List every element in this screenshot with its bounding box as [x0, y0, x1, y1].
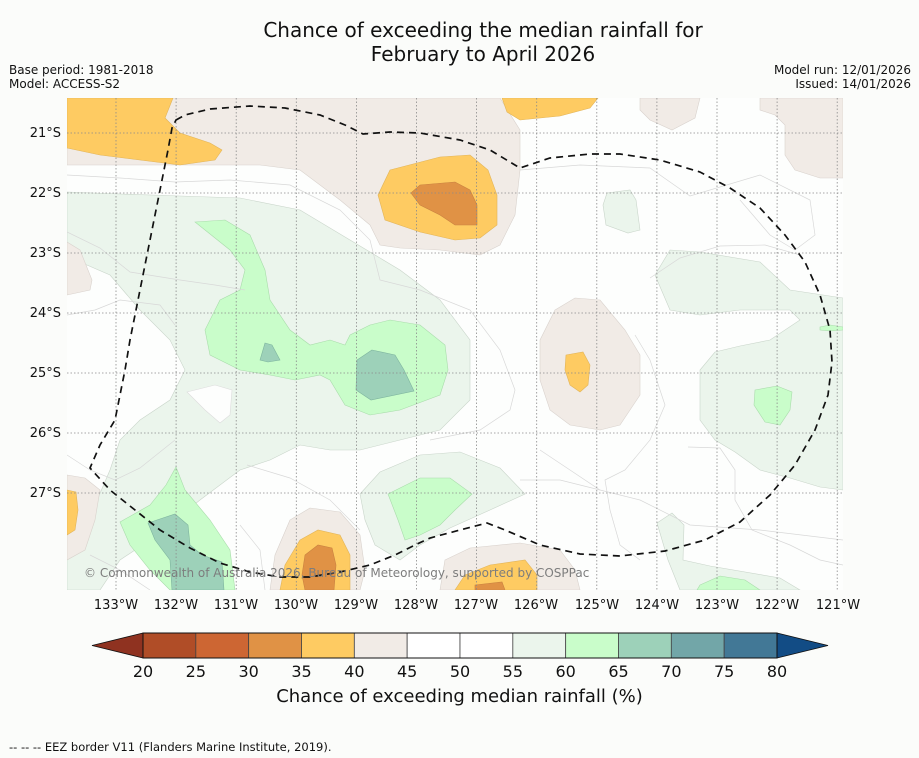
- chart-title-line1: Chance of exceeding the median rainfall …: [263, 18, 703, 42]
- contour-35-40-nw: [67, 98, 223, 166]
- base-period: Base period: 1981-2018: [9, 63, 154, 77]
- lon-label: 132°W: [153, 598, 199, 613]
- colorbar-bin: [670, 632, 725, 659]
- lon-label: 130°W: [273, 598, 319, 613]
- model-name: Model: ACCESS-S2: [9, 77, 121, 91]
- colorbar-tick-label: 35: [291, 662, 312, 681]
- colorbar-tick-label: 70: [661, 662, 682, 681]
- contour-40-45-west-edge: [67, 241, 93, 296]
- colorbar-tick-label: 20: [132, 662, 154, 681]
- colorbar-outline: [142, 632, 778, 659]
- colorbar-bin: [512, 632, 567, 659]
- eez-legend-note: -- -- -- EEZ border V11 (Flanders Marine…: [9, 740, 332, 754]
- lon-label: 124°W: [634, 598, 680, 613]
- lon-label: 125°W: [574, 598, 620, 613]
- colorbar-bin: [618, 632, 672, 659]
- colorbar-tick-label: 75: [713, 662, 735, 681]
- contour-40-45-top-mid: [639, 98, 701, 131]
- map-area: [67, 98, 843, 590]
- lat-label: 26°S: [29, 426, 61, 441]
- model-run: Model run: 12/01/2026: [773, 63, 911, 77]
- lat-label: 25°S: [29, 366, 61, 381]
- contour-35-40-spot: [564, 351, 591, 393]
- colorbar-bin: [301, 632, 355, 659]
- eez-border: [89, 105, 833, 578]
- lat-label: 22°S: [29, 186, 61, 201]
- lon-label: 131°W: [213, 598, 259, 613]
- meta-left: Base period: 1981-2018 Model: ACCESS-S2: [9, 63, 154, 91]
- colorbar-bin: [459, 632, 514, 659]
- contour-35-40-w-edge: [67, 489, 79, 536]
- lon-label: 126°W: [513, 598, 559, 613]
- colorbar-tick-label: 30: [238, 662, 259, 681]
- lon-label: 122°W: [754, 598, 800, 613]
- colorbar-extend-low: [91, 632, 144, 659]
- colorbar-bin: [406, 632, 461, 659]
- contour-30-35-s-central: [301, 544, 337, 590]
- lon-label: 128°W: [393, 598, 439, 613]
- colorbar-tick-label: 40: [344, 662, 365, 681]
- lon-label: 129°W: [333, 598, 379, 613]
- colorbar-tick-label: 50: [449, 662, 471, 681]
- graticule: [67, 98, 843, 590]
- colorbar-tick-label: 60: [555, 662, 576, 681]
- colorbar-bin: [248, 632, 302, 659]
- lat-label: 24°S: [29, 306, 61, 321]
- colorbar-label: Chance of exceeding median rainfall (%): [276, 686, 643, 707]
- contour-55-60-ne-spot: [602, 189, 641, 234]
- contour-65-70-west: [259, 342, 281, 363]
- lat-label: 23°S: [29, 246, 61, 261]
- meta-right: Model run: 12/01/2026 Issued: 14/01/2026: [774, 63, 911, 91]
- colorbar-bin: [565, 632, 619, 659]
- lon-label: 123°W: [694, 598, 740, 613]
- lon-label: 133°W: [93, 598, 139, 613]
- contour-35-40-top: [501, 98, 599, 121]
- colorbar: [91, 632, 829, 659]
- contour-60-65-east: [753, 385, 793, 426]
- colorbar-tick-label: 25: [185, 662, 206, 681]
- contour-lines-50: [67, 164, 843, 590]
- chart-title: Chance of exceeding the median rainfall …: [0, 18, 919, 66]
- colorbar-bin: [195, 632, 250, 659]
- colorbar-tick-label: 55: [502, 662, 523, 681]
- chart-title-line2: February to April 2026: [370, 42, 596, 66]
- colorbar-tick-label: 80: [766, 662, 788, 681]
- lon-label: 127°W: [453, 598, 499, 613]
- colorbar-extend-high: [776, 632, 829, 659]
- contour-65-70-sw: [147, 513, 225, 590]
- colorbar-bin: [723, 632, 778, 659]
- contour-40-45-ne: [759, 98, 843, 179]
- contour-65-70-center: [355, 349, 415, 401]
- contour-40-45-mid-east: [539, 297, 641, 431]
- colorbar-tick-label: 65: [608, 662, 629, 681]
- lon-label: 121°W: [815, 598, 861, 613]
- issued-date: Issued: 14/01/2026: [795, 77, 911, 91]
- lat-label: 27°S: [29, 486, 61, 501]
- colorbar-bin: [353, 632, 408, 659]
- lat-label: 21°S: [29, 126, 61, 141]
- contour-55-60-east: [654, 249, 843, 491]
- colorbar-bin: [142, 632, 197, 659]
- contour-60-65-s-center: [387, 477, 473, 541]
- copyright-notice: © Commonwealth of Australia 2026, Bureau…: [84, 566, 590, 580]
- contour-30-35-s: [474, 581, 506, 590]
- colorbar-tick-label: 45: [396, 662, 418, 681]
- contour-45-55-pocket-w: [186, 384, 233, 424]
